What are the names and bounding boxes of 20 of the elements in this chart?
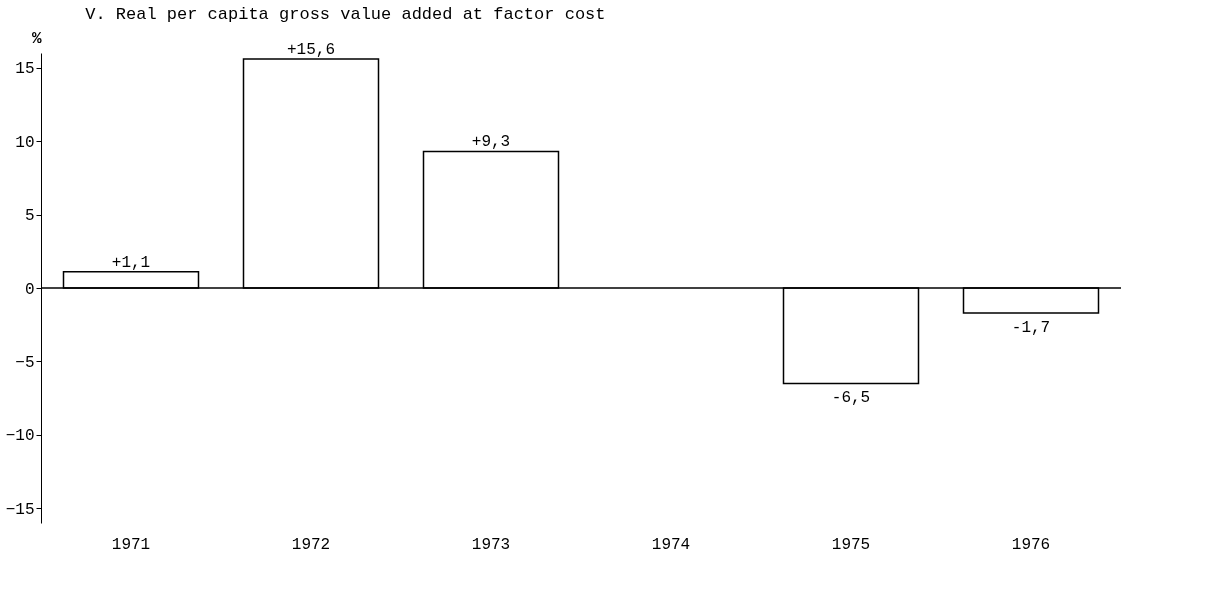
x-tick-label: 1974 xyxy=(651,535,691,554)
x-tick-label: 1975 xyxy=(831,535,871,554)
data-label: +15,6 xyxy=(286,40,336,59)
x-tick-label: 1973 xyxy=(471,535,511,554)
chart-title: V. Real per capita gross value added at factor cost xyxy=(85,5,606,24)
y-tick-label: 10 xyxy=(15,133,35,152)
y-tick-label: 5 xyxy=(24,207,35,226)
y-tick-label: 0 xyxy=(24,280,35,299)
x-tick-label: 1976 xyxy=(1011,535,1051,554)
y-tick-label: −10 xyxy=(5,427,35,446)
data-label: -1,7 xyxy=(1011,318,1051,337)
data-label: +1,1 xyxy=(111,253,151,272)
x-tick-label: 1971 xyxy=(111,535,151,554)
y-axis-title: % xyxy=(31,29,42,48)
data-label: -6,5 xyxy=(831,389,871,408)
y-tick-label: −15 xyxy=(5,500,35,519)
y-tick-label: −5 xyxy=(15,353,35,372)
data-label: +9,3 xyxy=(471,133,511,152)
x-tick-label: 1972 xyxy=(291,535,331,554)
y-tick-label: 15 xyxy=(15,60,35,79)
